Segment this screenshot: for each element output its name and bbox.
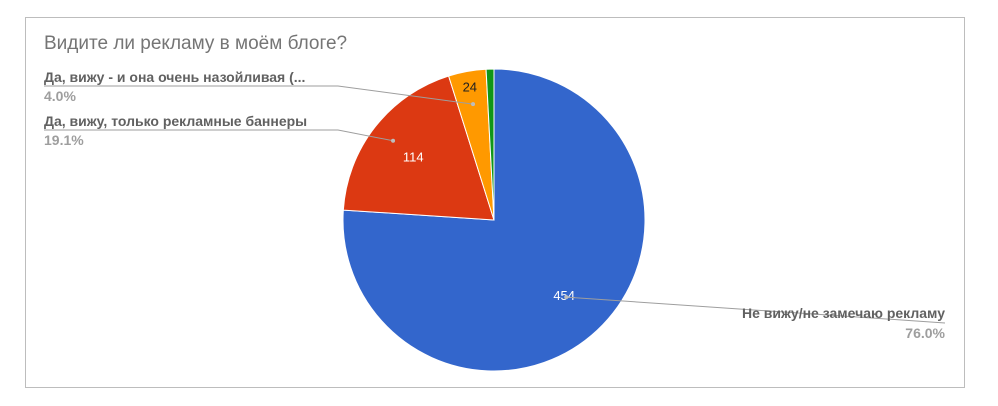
slice-percent-label-2: 4.0% (44, 88, 76, 104)
callout-dot-1 (391, 138, 396, 143)
callout-line-1 (44, 129, 394, 142)
slice-name-label-0: Не вижу/не замечаю рекламу (742, 305, 945, 321)
slice-percent-label-1: 19.1% (44, 132, 84, 148)
callout-line-2 (44, 85, 474, 105)
slice-value-label-1: 114 (403, 150, 424, 165)
pie-slice-3[interactable] (485, 68, 495, 221)
slice-name-label-2: Да, вижу - и она очень назойливая (... (44, 69, 305, 85)
slice-name-label-1: Да, вижу, только рекламные баннеры (44, 113, 307, 129)
pie-slice-0[interactable] (342, 68, 646, 372)
callout-dot-0 (564, 295, 569, 300)
callout-dot-2 (471, 102, 476, 107)
pie-slice-1[interactable] (342, 75, 495, 221)
chart-title: Видите ли рекламу в моём блоге? (44, 33, 348, 54)
slice-percent-label-0: 76.0% (905, 325, 945, 341)
callout-line-0 (566, 296, 946, 324)
slice-value-label-2: 24 (463, 79, 477, 94)
slice-value-label-0: 454 (553, 288, 575, 303)
